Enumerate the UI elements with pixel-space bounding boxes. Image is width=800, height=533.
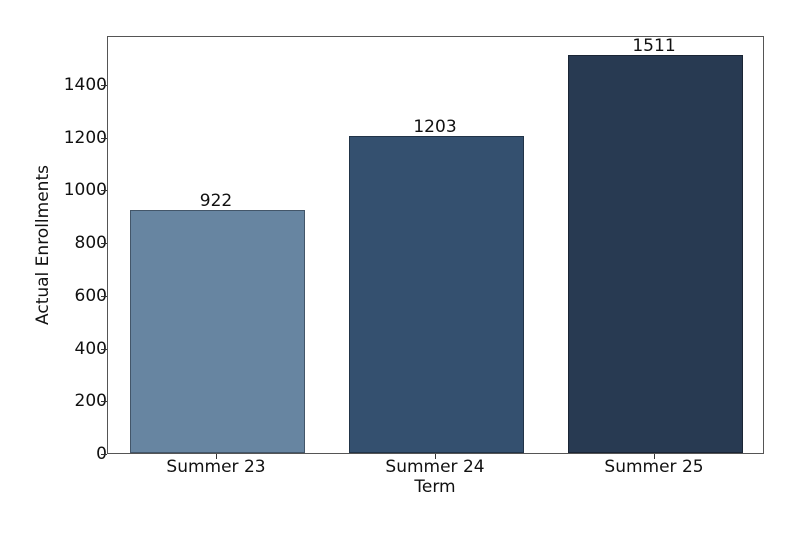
bar-value-label: 922: [199, 191, 233, 211]
y-tick-mark: [101, 348, 107, 350]
x-tick-mark: [435, 454, 436, 459]
plot-area: [107, 36, 764, 454]
y-tick-mark: [101, 190, 107, 192]
bar-summer-23: [129, 210, 305, 453]
bar-value-label: 1203: [413, 116, 457, 137]
bar-value-label: 1511: [632, 35, 676, 56]
y-tick-label: 1000: [63, 180, 107, 201]
x-axis-label: Term: [414, 477, 456, 497]
bar-summer-25: [567, 54, 743, 453]
x-tick-label: Summer 24: [385, 457, 485, 477]
y-tick-mark: [101, 137, 107, 139]
y-tick-mark: [101, 295, 107, 297]
y-tick-label: 600: [74, 285, 107, 306]
bar-summer-24: [348, 135, 524, 453]
y-tick-label: 1200: [63, 127, 107, 148]
y-tick-label: 1400: [63, 75, 107, 96]
y-tick-mark: [101, 243, 107, 245]
x-tick-mark: [216, 454, 217, 459]
x-tick-label: Summer 23: [166, 457, 266, 477]
y-axis-label: Actual Enrollments: [33, 165, 53, 325]
y-tick-label: 800: [74, 233, 107, 254]
x-tick-label: Summer 25: [604, 457, 704, 477]
y-tick-label: 400: [74, 338, 107, 359]
y-tick-label: 200: [74, 391, 107, 412]
y-tick-mark: [101, 454, 107, 455]
x-tick-mark: [654, 454, 655, 459]
y-tick-mark: [101, 401, 107, 403]
y-tick-mark: [101, 85, 107, 87]
